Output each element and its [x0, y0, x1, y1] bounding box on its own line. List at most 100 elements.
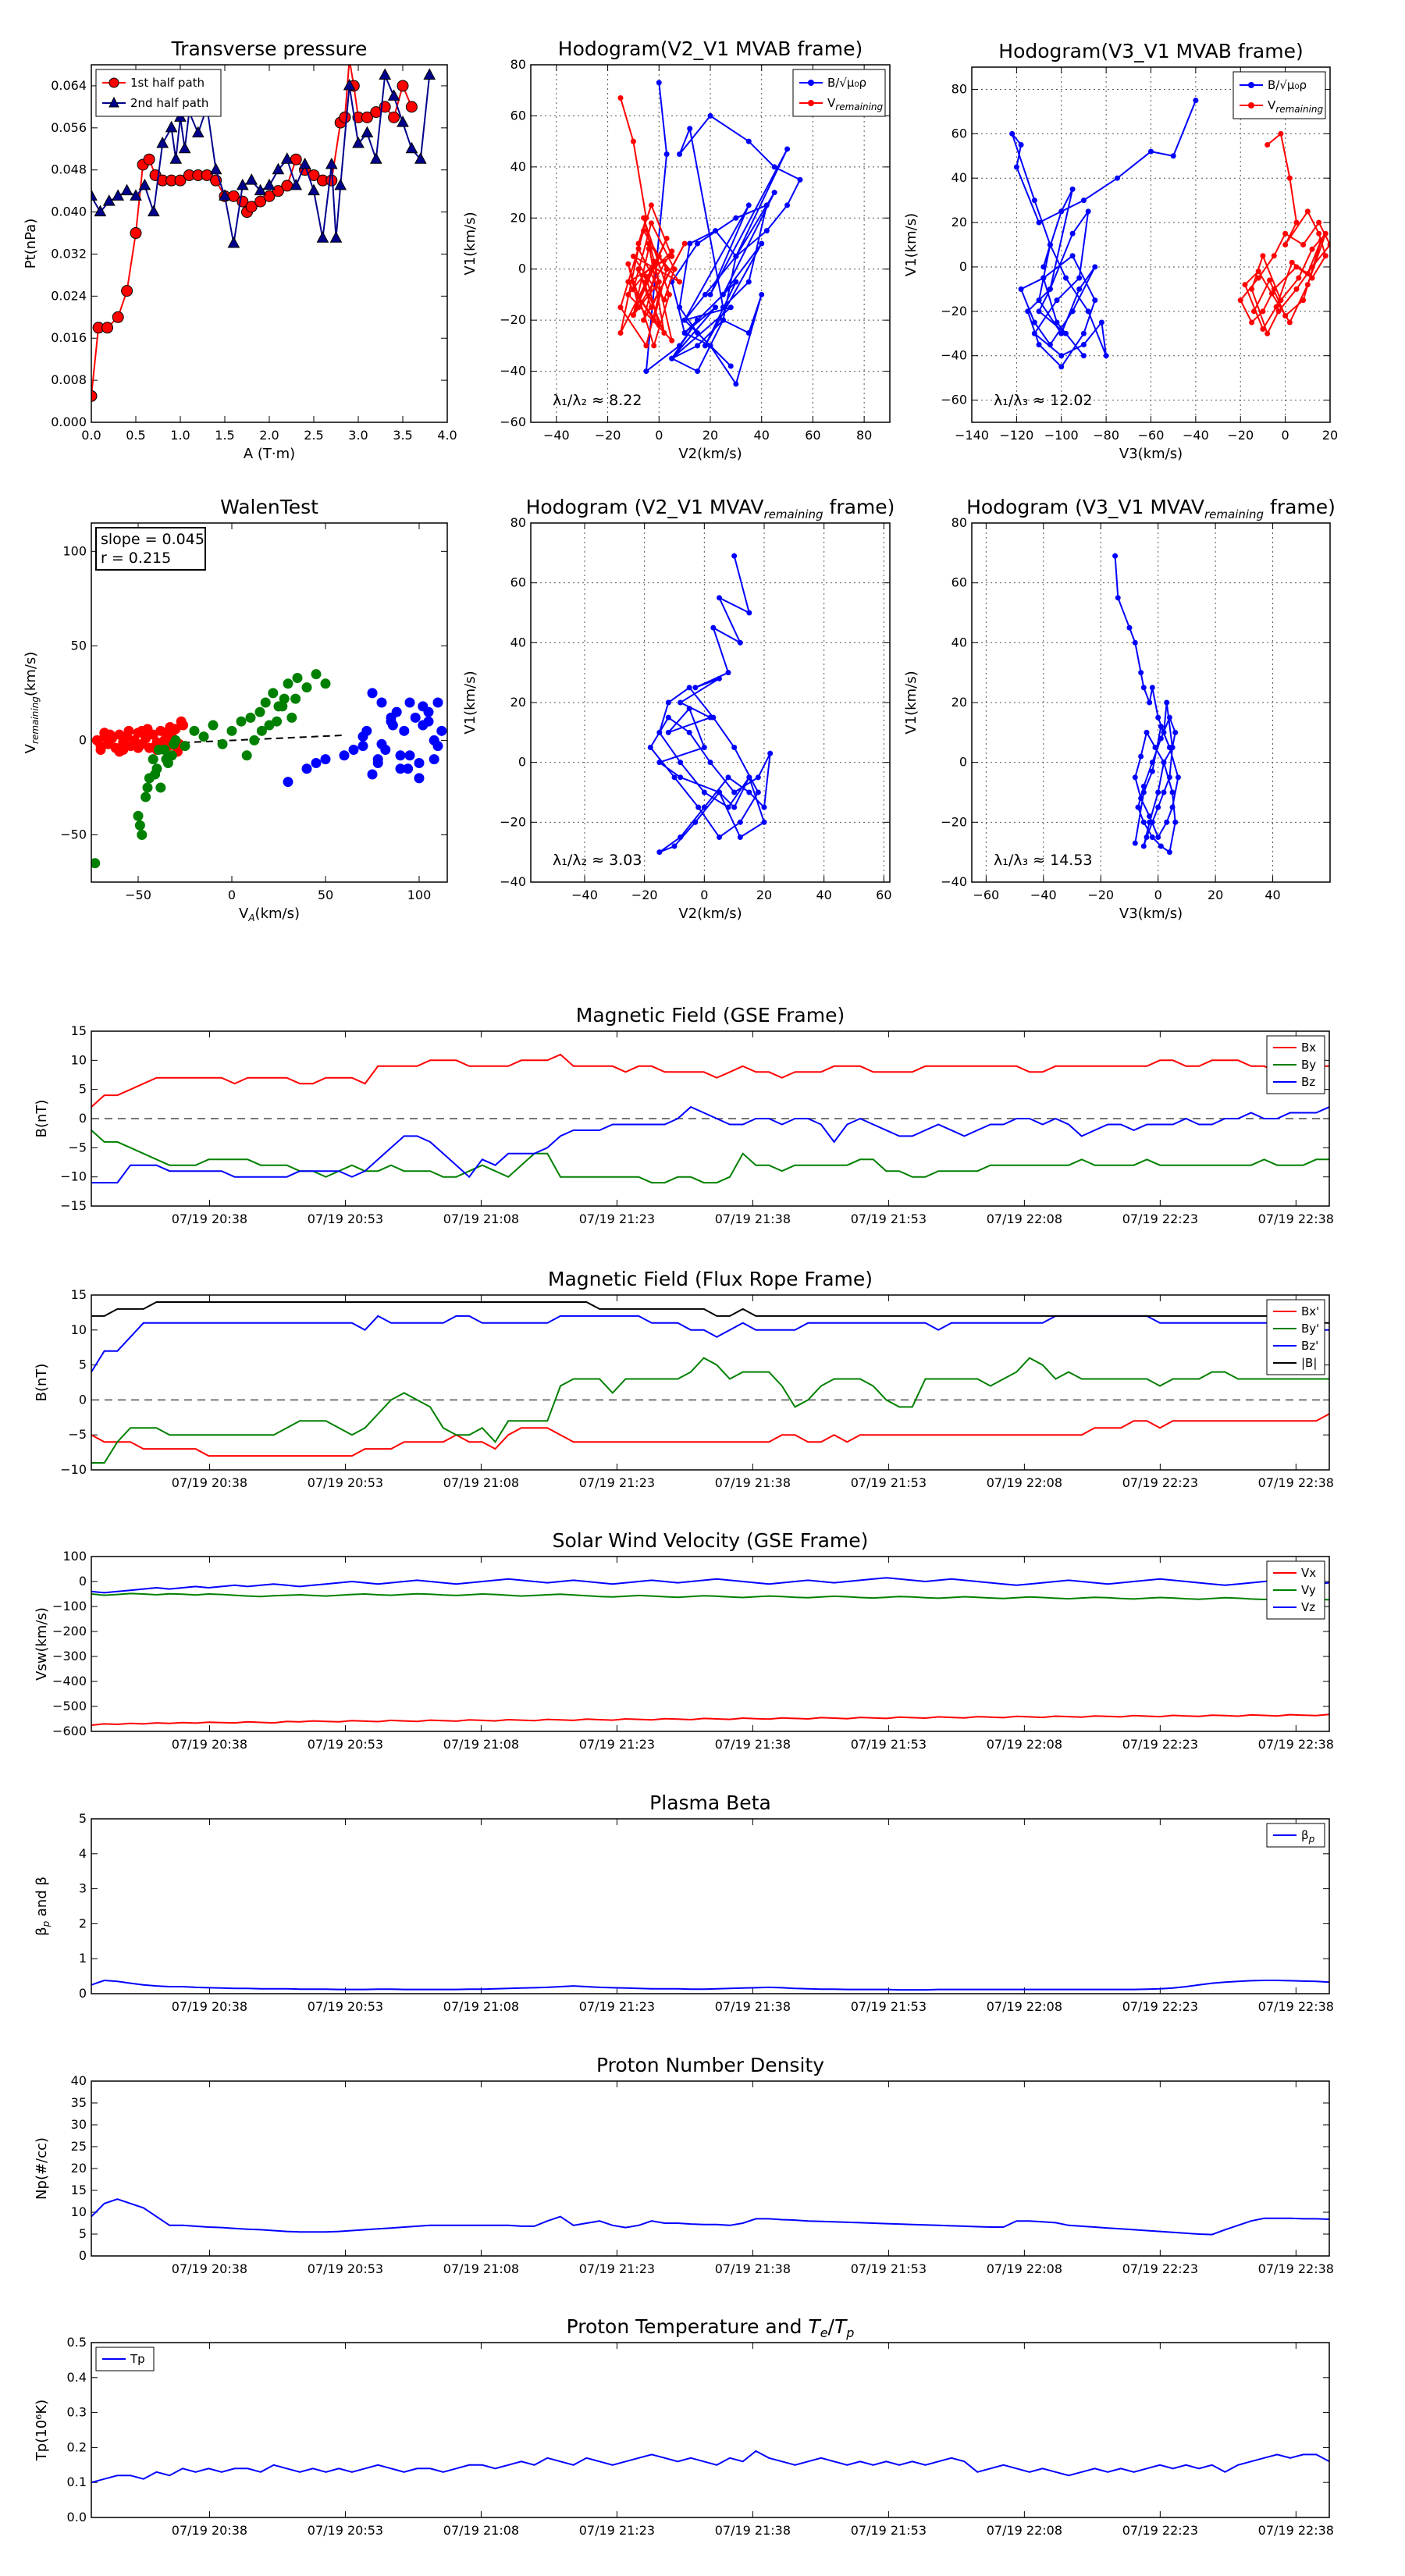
- data-point: [678, 774, 684, 781]
- data-point: [651, 343, 657, 349]
- data-point: [254, 183, 267, 196]
- data-point: [256, 725, 267, 736]
- data-point: [148, 754, 158, 765]
- plot-area: [647, 553, 774, 856]
- x-tick-label: 07/19 21:53: [851, 1212, 927, 1226]
- series-line: [91, 1413, 1329, 1457]
- data-point: [1172, 729, 1179, 735]
- series-line: [91, 2198, 1329, 2236]
- data-point: [713, 228, 719, 234]
- data-point: [1293, 264, 1300, 270]
- data-point: [717, 595, 722, 601]
- y-tick-label: 0.000: [51, 415, 87, 429]
- y-tick-label: 0.016: [51, 330, 87, 345]
- data-point: [423, 716, 434, 727]
- data-point: [414, 773, 425, 784]
- data-point: [134, 820, 145, 831]
- x-tick-label: 07/19 21:38: [715, 2523, 791, 2538]
- y-tick-label: −500: [52, 1699, 87, 1713]
- x-tick-label: −40: [543, 428, 570, 443]
- data-point: [208, 720, 219, 731]
- data-point: [1144, 834, 1150, 840]
- data-point: [641, 228, 647, 234]
- y-tick-label: 0.056: [51, 120, 87, 135]
- x-tick-label: −60: [973, 888, 999, 902]
- data-point: [397, 80, 409, 92]
- data-point: [1149, 768, 1155, 774]
- data-point: [733, 253, 739, 259]
- x-tick-label: 07/19 21:08: [443, 2523, 519, 2538]
- x-tick-label: 0.0: [81, 428, 101, 443]
- chart-title: Hodogram(V3_V1 MVAB frame): [998, 40, 1303, 62]
- data-point: [1025, 308, 1031, 315]
- y-tick-label: 0: [79, 2248, 87, 2263]
- data-point: [663, 151, 670, 157]
- data-point: [1304, 270, 1311, 276]
- x-tick-label: 1.5: [215, 428, 234, 443]
- y-tick-label: 10: [71, 1052, 87, 1067]
- y-tick-label: 0: [79, 1392, 87, 1407]
- data-point: [121, 285, 133, 297]
- y-tick-label: −40: [500, 874, 526, 889]
- annotation-frame: [95, 527, 206, 571]
- data-point: [656, 322, 662, 329]
- axes-frame: [91, 1818, 1330, 1994]
- data-point: [687, 240, 693, 247]
- data-point: [1255, 275, 1261, 281]
- data-point: [189, 725, 200, 736]
- x-tick-label: 07/19 20:38: [172, 2523, 247, 2538]
- x-tick-label: 60: [876, 888, 891, 902]
- plot-area: [91, 65, 436, 402]
- data-point: [361, 126, 374, 138]
- legend-marker: [808, 80, 814, 86]
- y-tick-label: 40: [951, 635, 967, 649]
- legend-label: Vremaining: [1268, 98, 1324, 115]
- data-point: [1047, 286, 1053, 292]
- magnetic-field-flux-rope-chart: Magnetic Field (Flux Rope Frame) −10 −5 0 5 1…: [34, 1268, 1334, 1490]
- y-tick-label: −20: [941, 304, 967, 318]
- data-point: [1304, 282, 1311, 288]
- legend-marker: [108, 77, 119, 88]
- data-point: [133, 810, 144, 821]
- data-point: [630, 253, 636, 259]
- data-point: [761, 819, 767, 825]
- y-tick-label: 3: [79, 1881, 87, 1896]
- data-point: [1169, 804, 1176, 810]
- y-tick-label: 0: [518, 755, 526, 770]
- data-point: [1322, 253, 1329, 259]
- proton-number-density-chart: Proton Number Density 0 5 10 15 20 25 30 35 40 07/…: [34, 2054, 1334, 2276]
- data-point: [339, 111, 351, 123]
- x-tick-label: 0: [1282, 428, 1289, 443]
- data-point: [1286, 319, 1293, 326]
- data-point: [669, 248, 675, 254]
- data-point: [320, 754, 331, 765]
- data-point: [1132, 840, 1138, 846]
- data-point: [245, 173, 258, 185]
- data-point: [701, 804, 707, 810]
- data-point: [1069, 186, 1076, 192]
- y-tick-label: 15: [71, 2183, 87, 2197]
- data-point: [1264, 330, 1271, 336]
- data-point: [414, 152, 427, 164]
- x-tick-label: −50: [125, 888, 151, 902]
- series-3: [91, 1301, 1329, 1324]
- eigenvalue-ratio: λ₁/λ₃ ≈ 12.02: [994, 392, 1093, 409]
- x-tick-label: 07/19 22:38: [1258, 1212, 1334, 1226]
- series-line: [91, 1592, 1329, 1601]
- y-tick-label: 0: [959, 755, 967, 770]
- legend-label: Vz: [1301, 1600, 1315, 1614]
- data-point: [403, 763, 414, 774]
- chart-title: Solar Wind Velocity (GSE Frame): [553, 1529, 869, 1552]
- x-tick-label: −40: [571, 888, 598, 902]
- data-point: [316, 231, 329, 243]
- data-point: [725, 670, 731, 676]
- data-point: [429, 754, 439, 765]
- data-point: [191, 126, 205, 138]
- eigenvalue-ratio: λ₁/λ₂ ≈ 8.22: [553, 392, 642, 409]
- y-tick-label: 35: [71, 2095, 87, 2110]
- data-point: [1058, 330, 1065, 336]
- data-point: [91, 858, 101, 869]
- data-point: [397, 116, 409, 127]
- data-point: [180, 741, 190, 752]
- hodogram-v3-v1-mvab-chart: Hodogram(V3_V1 MVAB frame) −60 −40 −20 0 20 40…: [903, 40, 1338, 462]
